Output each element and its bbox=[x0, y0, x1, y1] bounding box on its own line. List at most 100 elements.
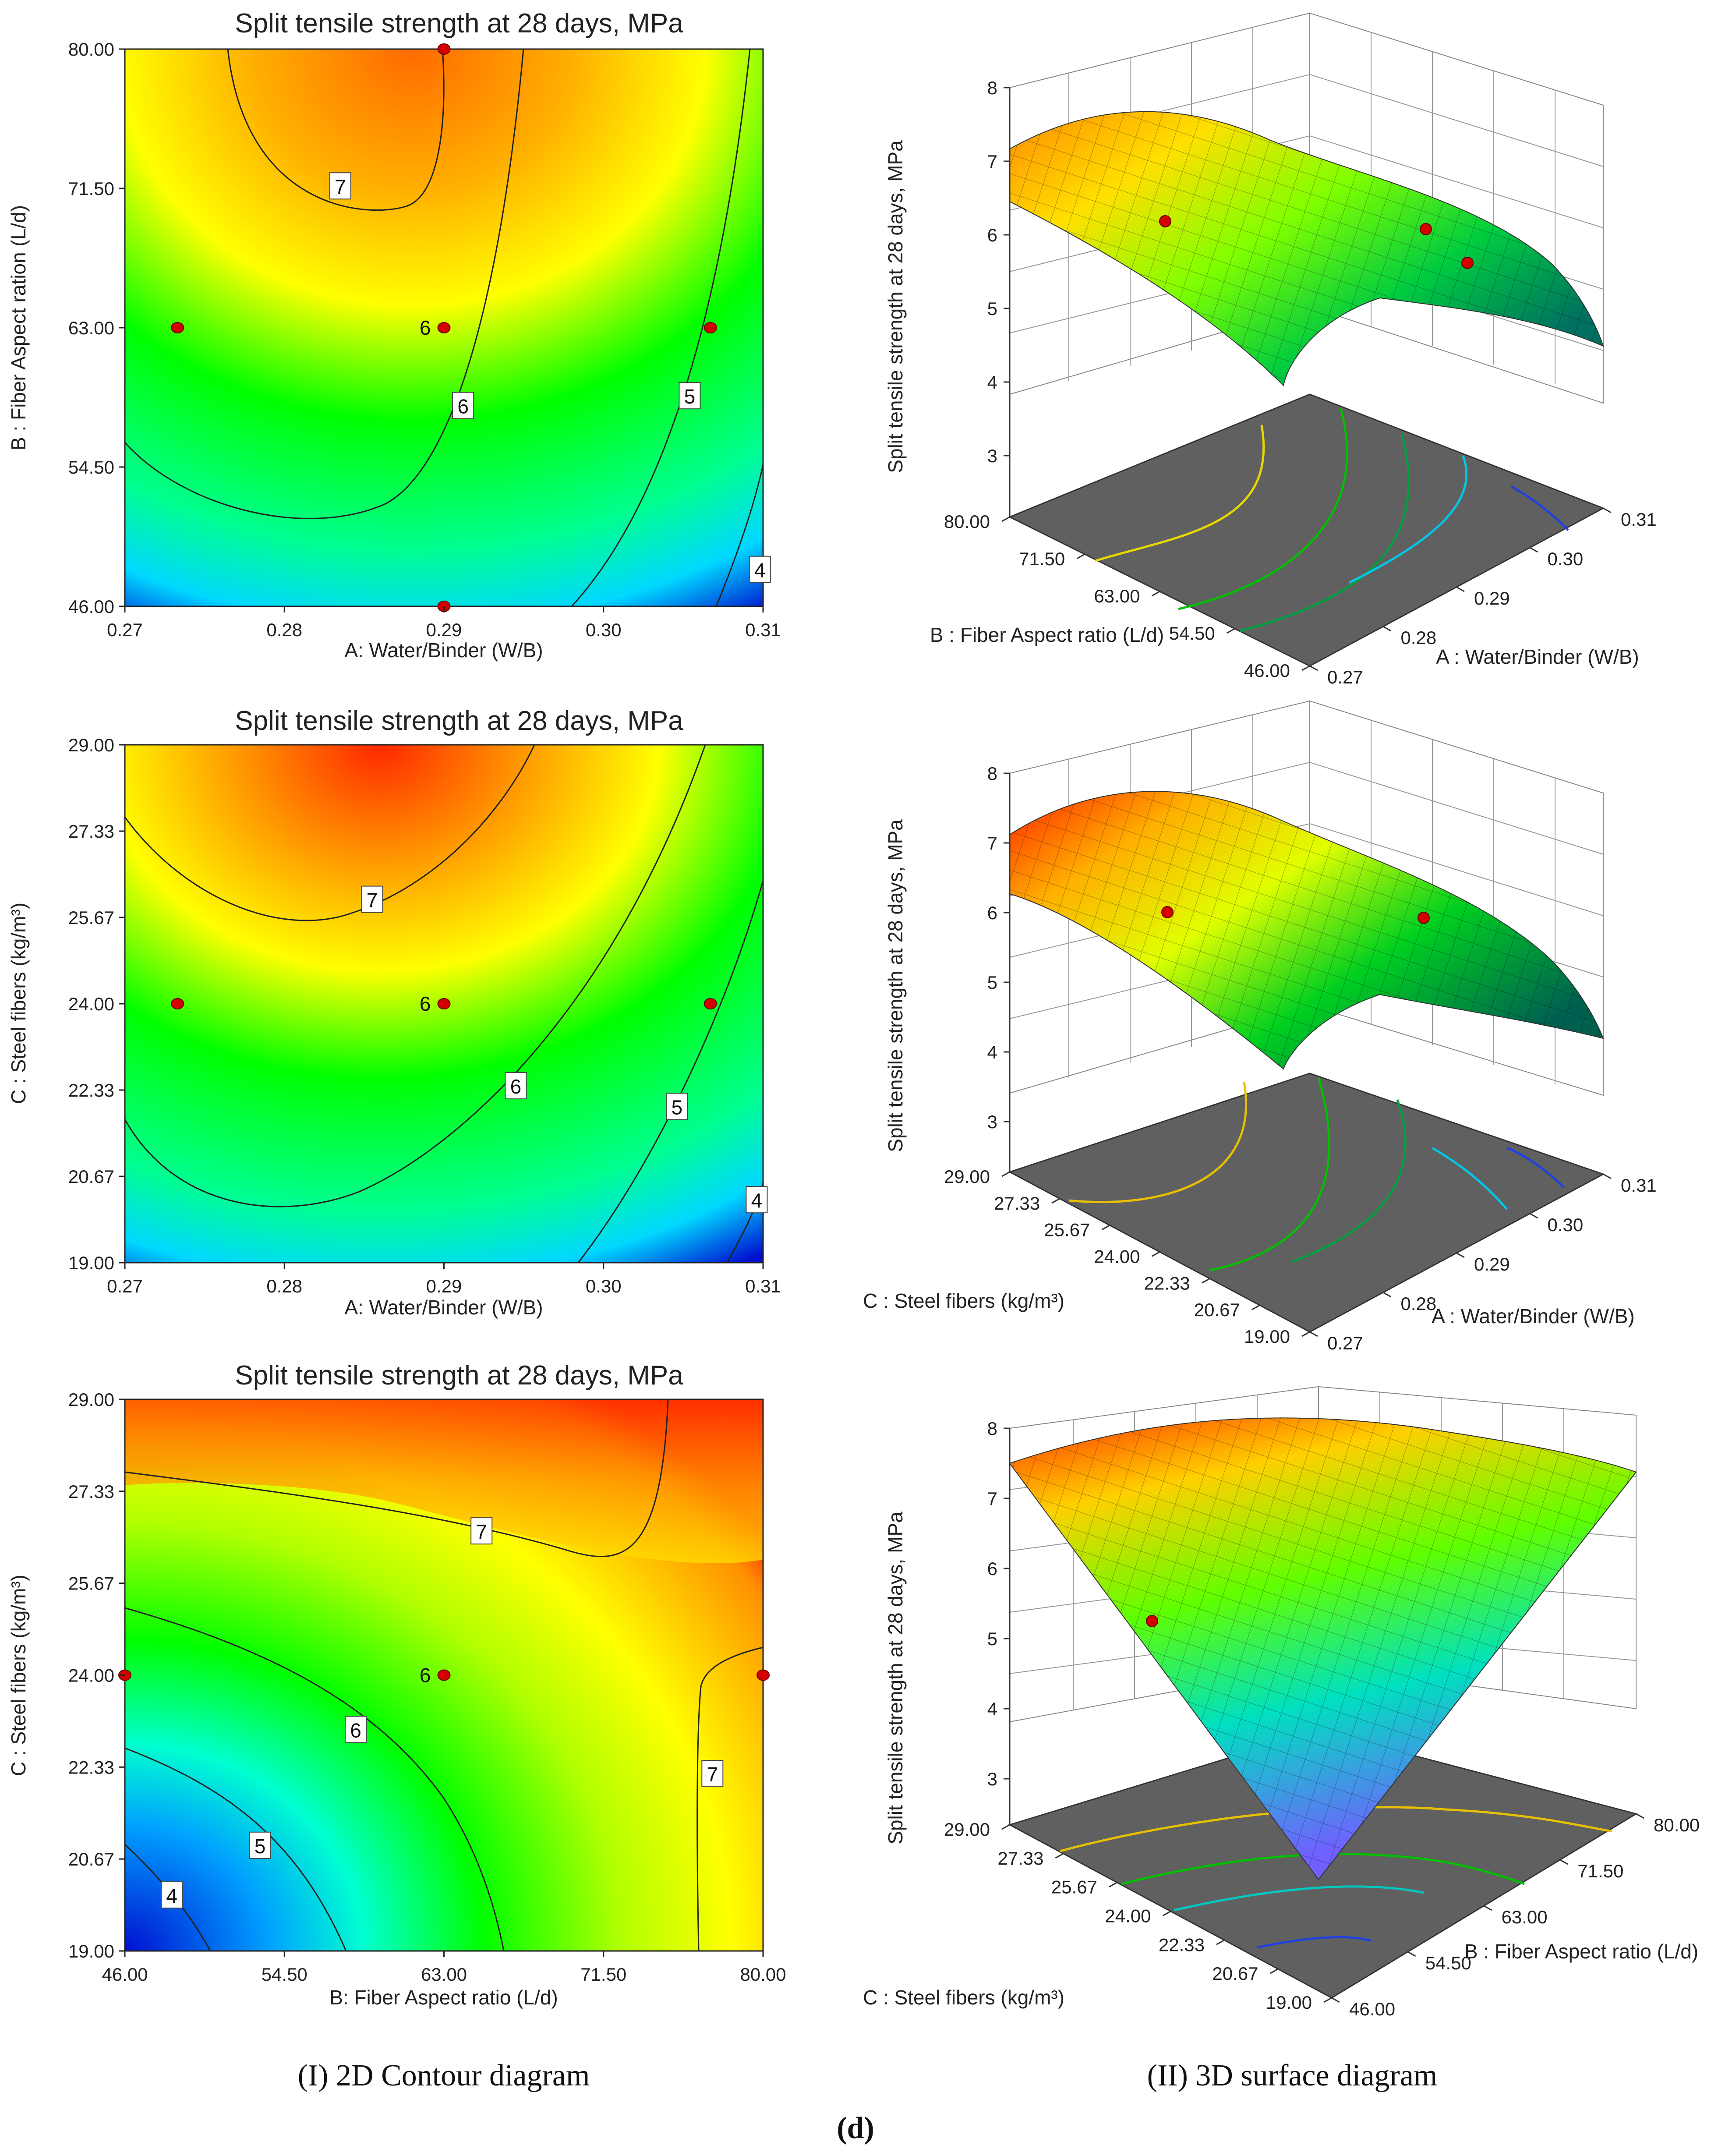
contour-label-box bbox=[361, 885, 383, 913]
y-tick-label: 20.67 bbox=[68, 1166, 114, 1187]
surface-mesh bbox=[1010, 111, 1603, 386]
panel-label: (d) bbox=[837, 2111, 874, 2145]
right-tick-label: 71.50 bbox=[1577, 1861, 1623, 1881]
right-tick-label: 0.29 bbox=[1474, 1254, 1510, 1274]
center-point-count: 6 bbox=[420, 316, 431, 339]
design-points: 6 bbox=[118, 1664, 770, 1687]
floor-contour-6 bbox=[1121, 1853, 1525, 1885]
z-axis-label: Split tensile strength at 28 days, MPa bbox=[884, 140, 907, 473]
z-tick-label: 4 bbox=[987, 1042, 997, 1062]
design-point bbox=[437, 998, 451, 1009]
contour-labels: 7 6 5 4 bbox=[329, 172, 771, 583]
left-tick-mark bbox=[1001, 516, 1010, 522]
right-tick-mark bbox=[1382, 626, 1392, 632]
z-tick-label: 3 bbox=[987, 1769, 997, 1789]
floor-contour-7 bbox=[1068, 1082, 1248, 1204]
surface-mesh bbox=[1010, 791, 1603, 1069]
right-tick-label: 0.28 bbox=[1401, 627, 1437, 648]
surface-chart-ab: 3 4 5 6 7 8 Split tensile strength at 28 days… bbox=[884, 12, 1657, 687]
left-tick-label: 20.67 bbox=[1212, 1963, 1258, 1984]
design-points: 6 bbox=[171, 992, 717, 1015]
design-point bbox=[171, 998, 184, 1009]
right-axis-label: A : Water/Binder (W/B) bbox=[1432, 1305, 1635, 1328]
z-tick-label: 6 bbox=[987, 1558, 997, 1579]
contour-label: 7 bbox=[367, 889, 378, 912]
left-tick-label: 20.67 bbox=[1194, 1299, 1240, 1320]
right-tick-label: 0.30 bbox=[1548, 549, 1584, 569]
design-point bbox=[1159, 215, 1171, 227]
left-tick-label: 27.33 bbox=[994, 1193, 1040, 1214]
contour-label-box bbox=[329, 172, 351, 200]
right-tick-mark bbox=[1603, 1173, 1612, 1179]
left-tick-mark bbox=[1151, 1251, 1160, 1257]
x-tick-label: 0.29 bbox=[426, 620, 462, 640]
high-region bbox=[125, 1399, 763, 1564]
left-tick-mark bbox=[1301, 1331, 1310, 1337]
left-tick-label: 25.67 bbox=[1044, 1220, 1090, 1240]
contour-line-5 bbox=[124, 1747, 347, 1951]
z-tick-label: 4 bbox=[987, 1699, 997, 1719]
design-point bbox=[1161, 906, 1174, 918]
left-tick-label: 80.00 bbox=[944, 511, 990, 532]
contour-line-7 bbox=[124, 744, 535, 921]
contour-label: 5 bbox=[255, 1835, 266, 1858]
surface-mesh bbox=[1010, 1418, 1636, 1880]
surface-design-points bbox=[1161, 906, 1430, 924]
left-tick-label: 27.33 bbox=[997, 1848, 1043, 1869]
x-tick-label: 0.28 bbox=[266, 620, 302, 640]
floor-contours bbox=[1095, 407, 1569, 632]
right-tick-label: 54.50 bbox=[1425, 1953, 1471, 1973]
design-point bbox=[757, 1669, 770, 1681]
contour-label: 7 bbox=[335, 175, 346, 198]
z-ticks: 3 4 5 6 7 8 bbox=[987, 1418, 1010, 1789]
x-tick-label: 0.31 bbox=[745, 620, 781, 640]
contour-label-box bbox=[470, 1517, 493, 1545]
z-tick-label: 6 bbox=[987, 225, 997, 245]
right-tick-mark bbox=[1309, 1331, 1318, 1337]
floor-contour-4 bbox=[1510, 485, 1569, 531]
right-tick-label: 80.00 bbox=[1654, 1815, 1700, 1835]
design-point bbox=[437, 1669, 451, 1681]
y-tick-label: 71.50 bbox=[68, 178, 114, 199]
right-axis-ticks: 0.27 0.28 0.29 0.30 0.31 bbox=[1309, 1173, 1657, 1353]
right-tick-label: 0.28 bbox=[1401, 1293, 1437, 1314]
x-tick-label: 54.50 bbox=[262, 1964, 308, 1985]
floor-contours bbox=[1060, 1806, 1612, 1949]
z-tick-label: 8 bbox=[987, 78, 997, 98]
contour-labels: 7 6 5 4 bbox=[361, 885, 768, 1214]
design-point bbox=[437, 322, 451, 333]
left-axis-ticks: 29.00 27.33 25.67 24.00 22.33 20.67 19.00 bbox=[944, 1819, 1332, 2013]
surface-design-points bbox=[1159, 215, 1474, 269]
y-tick-label: 63.00 bbox=[68, 318, 114, 338]
left-tick-label: 22.33 bbox=[1159, 1934, 1205, 1955]
design-point bbox=[437, 43, 451, 55]
x-tick-label: 0.30 bbox=[586, 620, 622, 640]
left-tick-label: 22.33 bbox=[1144, 1273, 1190, 1293]
caption-right: (II) 3D surface diagram bbox=[1147, 2059, 1438, 2092]
chart-title: Split tensile strength at 28 days, MPa bbox=[235, 1360, 683, 1391]
left-tick-label: 24.00 bbox=[1094, 1246, 1140, 1267]
design-point bbox=[1461, 257, 1474, 269]
right-tick-mark bbox=[1456, 586, 1465, 592]
right-tick-mark bbox=[1529, 547, 1538, 553]
left-tick-label: 63.00 bbox=[1094, 586, 1140, 606]
left-tick-label: 24.00 bbox=[1105, 1906, 1151, 1926]
y-axis-label: C : Steel fibers (kg/m³) bbox=[7, 903, 30, 1104]
contour-line-6 bbox=[124, 744, 706, 1207]
left-tick-mark bbox=[1151, 591, 1160, 597]
y-ticks: 19.00 20.67 22.33 24.00 25.67 27.33 29.00 bbox=[68, 1389, 125, 1961]
right-tick-label: 0.30 bbox=[1548, 1214, 1584, 1235]
left-tick-mark bbox=[1323, 1997, 1332, 2003]
contour-label: 6 bbox=[350, 1719, 361, 1742]
left-tick-mark bbox=[1101, 1225, 1110, 1230]
contour-label: 5 bbox=[672, 1096, 683, 1119]
left-tick-mark bbox=[1227, 628, 1235, 634]
y-ticks: 46.00 54.50 63.00 71.50 80.00 bbox=[68, 39, 125, 617]
y-tick-label: 29.00 bbox=[68, 1389, 114, 1410]
floor-contour-4 bbox=[1506, 1147, 1565, 1188]
left-tick-mark bbox=[1251, 1304, 1260, 1310]
z-tick-label: 3 bbox=[987, 1112, 997, 1132]
contour-line-6 bbox=[124, 1607, 505, 1951]
caption-left: (I) 2D Contour diagram bbox=[298, 2059, 590, 2092]
x-tick-label: 80.00 bbox=[740, 1964, 786, 1985]
